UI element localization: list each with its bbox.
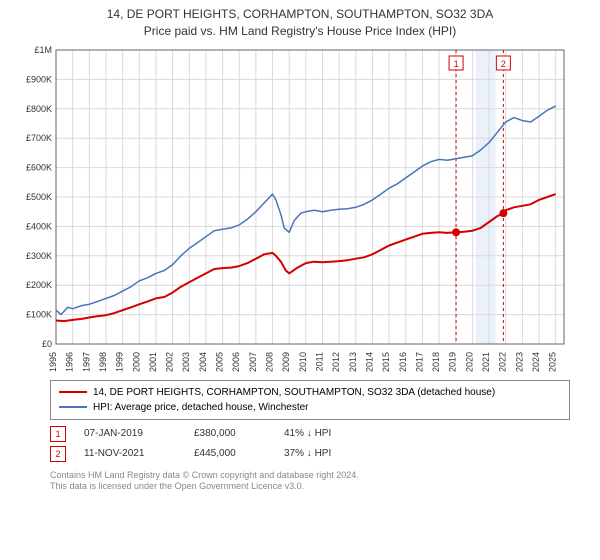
x-axis-label: 2001	[148, 352, 158, 372]
x-axis-label: 2019	[448, 352, 458, 372]
x-axis-label: 2006	[231, 352, 241, 372]
legend-item: HPI: Average price, detached house, Winc…	[59, 400, 561, 415]
y-axis-label: £100K	[26, 309, 52, 319]
x-axis-label: 2014	[364, 352, 374, 372]
legend-item: 14, DE PORT HEIGHTS, CORHAMPTON, SOUTHAM…	[59, 385, 561, 400]
footer-attribution: Contains HM Land Registry data © Crown c…	[50, 470, 570, 493]
x-axis-label: 2022	[498, 352, 508, 372]
y-axis-label: £800K	[26, 103, 52, 113]
marker-badge-2: 2	[501, 59, 506, 69]
sale-markers-table: 1 07-JAN-2019£380,00041% ↓ HPI 2 11-NOV-202…	[50, 424, 570, 464]
x-axis-label: 2015	[381, 352, 391, 372]
y-axis-label: £1M	[34, 45, 52, 55]
legend-swatch	[59, 391, 87, 393]
y-axis-label: £600K	[26, 162, 52, 172]
x-axis-label: 2018	[431, 352, 441, 372]
title-line-2: Price paid vs. HM Land Registry's House …	[0, 23, 600, 40]
x-axis-label: 2008	[265, 352, 275, 372]
y-axis-label: £200K	[26, 280, 52, 290]
x-axis-label: 2017	[414, 352, 424, 372]
sale-marker-row: 1 07-JAN-2019£380,00041% ↓ HPI	[50, 424, 570, 444]
x-axis-label: 1995	[48, 352, 58, 372]
sale-vs-hpi: 37% ↓ HPI	[284, 448, 394, 459]
x-axis-label: 1997	[81, 352, 91, 372]
footer-line-1: Contains HM Land Registry data © Crown c…	[50, 470, 570, 482]
legend: 14, DE PORT HEIGHTS, CORHAMPTON, SOUTHAM…	[50, 380, 570, 420]
sale-marker-badge: 2	[50, 446, 66, 462]
legend-label: HPI: Average price, detached house, Winc…	[93, 400, 309, 415]
x-axis-label: 2009	[281, 352, 291, 372]
x-axis-label: 1999	[115, 352, 125, 372]
y-axis-label: £500K	[26, 192, 52, 202]
x-axis-label: 2012	[331, 352, 341, 372]
footer-line-2: This data is licensed under the Open Gov…	[50, 481, 570, 493]
y-axis-label: £900K	[26, 74, 52, 84]
sale-marker-row: 2 11-NOV-2021£445,00037% ↓ HPI	[50, 444, 570, 464]
sale-price: £380,000	[194, 428, 284, 439]
x-axis-label: 2024	[531, 352, 541, 372]
sale-marker-badge: 1	[50, 426, 66, 442]
legend-swatch	[59, 406, 87, 408]
x-axis-label: 2000	[131, 352, 141, 372]
sale-price: £445,000	[194, 448, 284, 459]
y-axis-label: £300K	[26, 250, 52, 260]
chart-title: 14, DE PORT HEIGHTS, CORHAMPTON, SOUTHAM…	[0, 0, 600, 40]
x-axis-label: 2021	[481, 352, 491, 372]
title-line-1: 14, DE PORT HEIGHTS, CORHAMPTON, SOUTHAM…	[0, 6, 600, 23]
x-axis-label: 2004	[198, 352, 208, 372]
x-axis-label: 2003	[181, 352, 191, 372]
x-axis-label: 2025	[548, 352, 558, 372]
x-axis-label: 1998	[98, 352, 108, 372]
x-axis-label: 1996	[65, 352, 75, 372]
marker-badge-1: 1	[454, 59, 459, 69]
x-axis-label: 2005	[215, 352, 225, 372]
x-axis-label: 2007	[248, 352, 258, 372]
sale-vs-hpi: 41% ↓ HPI	[284, 428, 394, 439]
x-axis-label: 2013	[348, 352, 358, 372]
line-chart: £0 £100K £200K £300K £400K £500K £600K £700K £80…	[10, 44, 570, 374]
y-axis-label: £400K	[26, 221, 52, 231]
y-axis-label: £700K	[26, 133, 52, 143]
x-axis-label: 2023	[514, 352, 524, 372]
x-axis-label: 2020	[464, 352, 474, 372]
sale-date: 11-NOV-2021	[84, 448, 194, 459]
x-axis-label: 2016	[398, 352, 408, 372]
sale-date: 07-JAN-2019	[84, 428, 194, 439]
chart-container: 14, DE PORT HEIGHTS, CORHAMPTON, SOUTHAM…	[0, 0, 600, 560]
x-axis-label: 2011	[314, 352, 324, 371]
x-axis-label: 2010	[298, 352, 308, 372]
legend-label: 14, DE PORT HEIGHTS, CORHAMPTON, SOUTHAM…	[93, 385, 495, 400]
y-axis-label: £0	[42, 339, 52, 349]
chart-area: £0 £100K £200K £300K £400K £500K £600K £700K £80…	[10, 44, 590, 374]
x-axis-label: 2002	[165, 352, 175, 372]
